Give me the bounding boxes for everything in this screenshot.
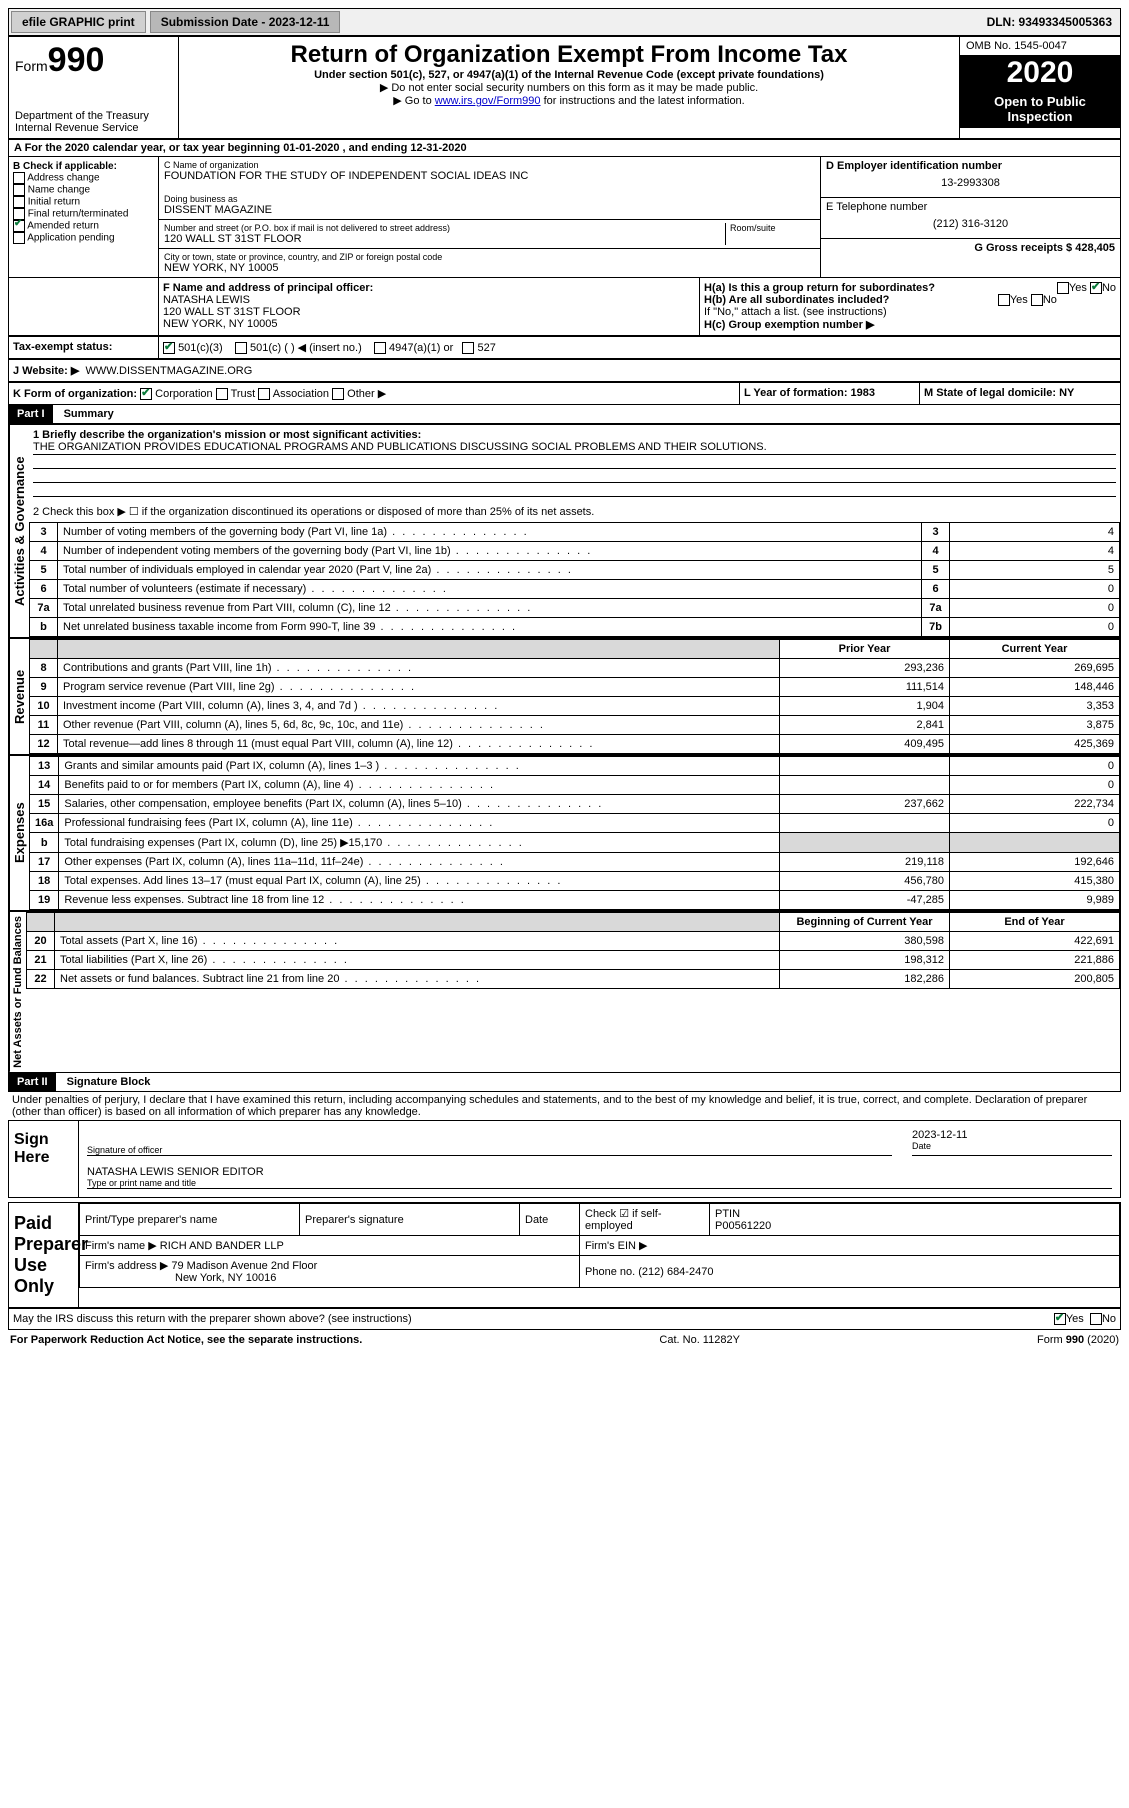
year-formation: L Year of formation: 1983 [740,383,920,404]
activities-vert: Activities & Governance [9,425,29,637]
form-header: Form990 Department of the Treasury Inter… [8,36,1121,139]
form-subtitle: Under section 501(c), 527, or 4947(a)(1)… [185,69,953,81]
form990-link[interactable]: www.irs.gov/Form990 [435,95,541,107]
netassets-table: Beginning of Current YearEnd of Year 20T… [26,912,1120,989]
open-to-public: Open to Public Inspection [960,90,1120,128]
klm-row: K Form of organization: Corporation Trus… [8,382,1121,405]
page-footer: For Paperwork Reduction Act Notice, see … [8,1330,1121,1350]
line2-discontinued: 2 Check this box ▶ ☐ if the organization… [29,501,1120,522]
activities-section: Activities & Governance 1 Briefly descri… [8,424,1121,638]
ptin-value: P00561220 [715,1220,771,1232]
officer-addr1: 120 WALL ST 31ST FLOOR [163,306,695,318]
gross-receipts: G Gross receipts $ 428,405 [821,239,1120,257]
firm-addr: 79 Madison Avenue 2nd Floor [171,1260,317,1272]
org-name: FOUNDATION FOR THE STUDY OF INDEPENDENT … [164,170,815,182]
form-note1: ▶ Do not enter social security numbers o… [185,81,953,94]
state-domicile: M State of legal domicile: NY [920,383,1120,404]
sign-here-block: Sign Here Signature of officer 2023-12-1… [8,1120,1121,1198]
entity-info-grid: B Check if applicable: Address change Na… [8,157,1121,277]
discuss-row: May the IRS discuss this return with the… [8,1308,1121,1330]
dba-label: Doing business as [164,194,815,204]
submission-date-btn[interactable]: Submission Date - 2023-12-11 [150,11,341,33]
dept-treasury: Department of the Treasury [15,110,172,122]
part1-title: Summary [56,405,122,423]
expenses-section: Expenses 13Grants and similar amounts pa… [8,755,1121,911]
part1-header: Part I [9,405,53,423]
irs-label: Internal Revenue Service [15,122,172,134]
netassets-section: Net Assets or Fund Balances Beginning of… [8,911,1121,1073]
part2-header: Part II [9,1073,56,1091]
paid-preparer-block: Paid Preparer Use Only Print/Type prepar… [8,1202,1121,1308]
top-bar: efile GRAPHIC print Submission Date - 20… [8,8,1121,36]
form-number: Form990 [15,41,172,80]
self-employed-check: Check ☑ if self-employed [580,1204,710,1236]
officer-name: NATASHA LEWIS [163,294,695,306]
mission-text: THE ORGANIZATION PROVIDES EDUCATIONAL PR… [33,441,1116,455]
form-title: Return of Organization Exempt From Incom… [185,41,953,69]
revenue-section: Revenue Prior YearCurrent Year 8Contribu… [8,638,1121,755]
h-c: H(c) Group exemption number ▶ [704,318,1116,331]
street-address: 120 WALL ST 31ST FLOOR [164,233,725,245]
penalties-text: Under penalties of perjury, I declare th… [8,1092,1121,1120]
ein-label: D Employer identification number [826,160,1115,172]
officer-addr2: NEW YORK, NY 10005 [163,318,695,330]
phone-label: E Telephone number [826,201,1115,213]
section-a-period: A For the 2020 calendar year, or tax yea… [8,139,1121,157]
website-url: WWW.DISSENTMAGAZINE.ORG [85,365,252,377]
activities-table: 3Number of voting members of the governi… [29,522,1120,637]
tax-year: 2020 [960,56,1120,90]
website-row: J Website: ▶ WWW.DISSENTMAGAZINE.ORG [8,359,1121,382]
h-a: H(a) Is this a group return for subordin… [704,282,1116,294]
revenue-table: Prior YearCurrent Year 8Contributions an… [29,639,1120,754]
preparer-phone: Phone no. (212) 684-2470 [580,1256,1120,1288]
city-state-zip: NEW YORK, NY 10005 [164,262,815,274]
h-b-note: If "No," attach a list. (see instruction… [704,306,1116,318]
firm-name: RICH AND BANDER LLP [160,1240,284,1252]
org-name-label: C Name of organization [164,160,815,170]
sign-date: 2023-12-11 [912,1129,1112,1141]
ein-value: 13-2993308 [826,172,1115,194]
expenses-table: 13Grants and similar amounts paid (Part … [29,756,1120,910]
form-note2: ▶ Go to www.irs.gov/Form990 for instruct… [185,94,953,107]
officer-name-title: NATASHA LEWIS SENIOR EDITOR [87,1166,1112,1178]
omb-number: OMB No. 1545-0047 [960,37,1120,56]
officer-group-row: F Name and address of principal officer:… [8,277,1121,336]
h-b: H(b) Are all subordinates included? Yes … [704,294,1116,306]
tax-exempt-row: Tax-exempt status: 501(c)(3) 501(c) ( ) … [8,336,1121,359]
efile-print-btn[interactable]: efile GRAPHIC print [11,11,146,33]
phone-value: (212) 316-3120 [826,213,1115,235]
dba-value: DISSENT MAGAZINE [164,204,815,216]
dln-label: DLN: 93493345005363 [979,15,1120,29]
box-b: B Check if applicable: Address change Na… [9,157,159,277]
part2-title: Signature Block [59,1073,159,1091]
